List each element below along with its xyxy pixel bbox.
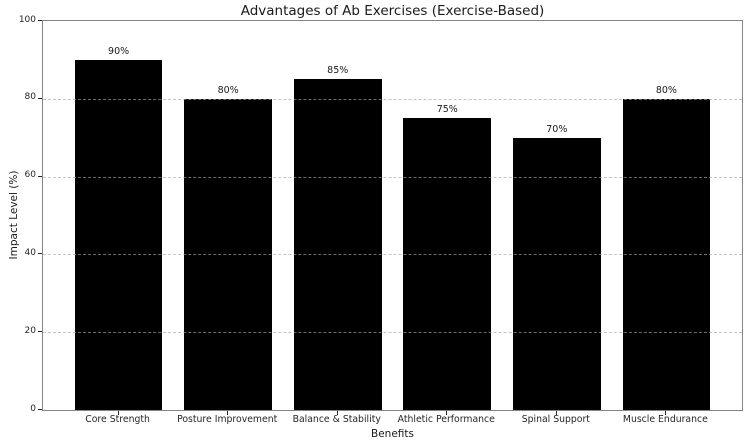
y-tick-label: 60 <box>24 170 36 181</box>
x-tick-mark <box>227 411 229 415</box>
x-tick-label: Core Strength <box>85 414 150 425</box>
bar-value-label: 85% <box>327 65 349 77</box>
x-tick-label: Balance & Stability <box>292 414 381 425</box>
bar-value-label: 70% <box>546 123 568 135</box>
bar <box>403 118 492 410</box>
y-tick-mark <box>38 409 42 410</box>
plot-area: 90% 80% 85% 75% 70% 80% <box>42 20 743 411</box>
bar-value-label: 80% <box>217 84 239 96</box>
bar <box>74 59 163 410</box>
y-tick-mark <box>38 175 42 177</box>
x-tick-mark <box>446 411 448 415</box>
bar <box>293 79 382 410</box>
x-tick-label: Posture Improvement <box>177 414 278 425</box>
y-tick-mark <box>38 253 42 255</box>
x-tick-mark <box>117 411 119 415</box>
x-tick-mark <box>336 411 338 415</box>
bar <box>513 137 601 410</box>
y-tick-mark <box>38 97 42 99</box>
y-gridline <box>43 332 742 334</box>
y-tick-label: 20 <box>24 325 36 336</box>
x-tick-label: Athletic Performance <box>397 414 495 425</box>
chart-title: Advantages of Ab Exercises (Exercise-Bas… <box>240 3 545 19</box>
y-tick-label: 40 <box>24 247 36 258</box>
y-tick-mark <box>38 331 42 333</box>
y-gridline <box>43 176 742 178</box>
x-tick-mark <box>555 411 557 415</box>
y-axis-label: Impact Level (%) <box>8 170 20 260</box>
bar-value-label: 80% <box>655 84 677 96</box>
y-tick-label: 100 <box>18 14 36 25</box>
x-tick-label: Spinal Support <box>521 414 590 425</box>
x-tick-label: Muscle Endurance <box>622 414 708 425</box>
bar-value-label: 90% <box>108 45 130 57</box>
y-tick-label: 0 <box>30 403 36 414</box>
y-gridline <box>43 98 742 100</box>
x-axis-label: Benefits <box>371 428 414 440</box>
y-tick-label: 80 <box>24 92 36 103</box>
y-tick-mark <box>38 20 42 21</box>
y-gridline <box>43 254 742 256</box>
x-tick-mark <box>665 411 667 415</box>
bar-value-label: 75% <box>436 104 458 116</box>
